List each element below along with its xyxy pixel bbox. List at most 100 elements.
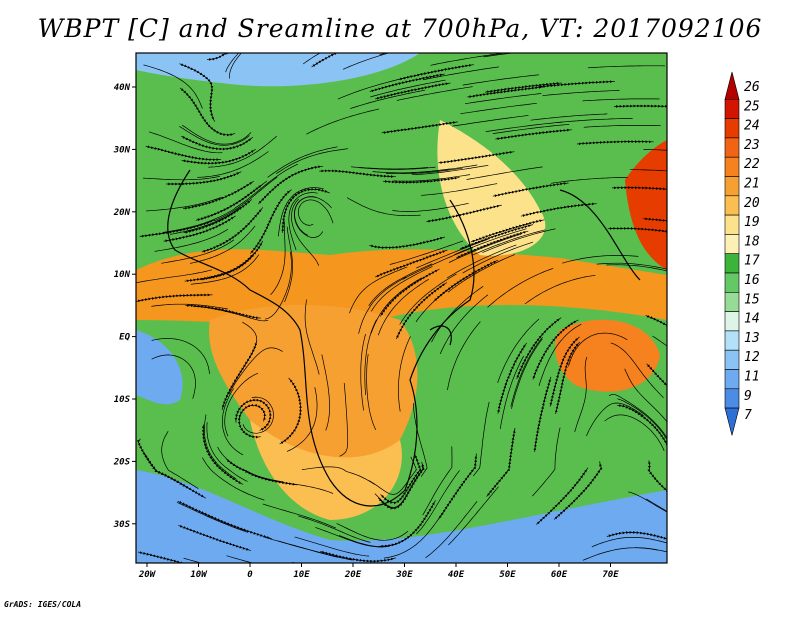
streamline: [184, 252, 255, 283]
streamline: [370, 277, 422, 334]
colorbar: 26 25 24 23 22 21 20 19 18 17 16 15 14 13 12 11 9 7: [724, 71, 760, 436]
lon-tick-label: 30E: [395, 570, 413, 580]
streamline: [279, 377, 302, 445]
streamline: [270, 221, 286, 296]
streamline: [380, 268, 440, 317]
colorbar-label: 14: [744, 312, 760, 327]
streamline: [389, 240, 464, 265]
streamline: [537, 80, 615, 89]
streamline: [380, 452, 422, 505]
streamline: [229, 53, 242, 79]
colorbar-label: 16: [744, 273, 760, 288]
streamline: [286, 387, 318, 452]
field-region-tropical-atlantic: [136, 330, 183, 405]
streamline: [320, 550, 396, 563]
streamline: [532, 427, 561, 497]
streamline: [533, 376, 552, 453]
colorbar-label: 13: [744, 331, 760, 346]
streamline: [264, 251, 292, 320]
streamline: [284, 226, 293, 303]
colorbar-label: 11: [744, 370, 760, 385]
colorbar-label: 9: [744, 389, 752, 404]
streamline: [258, 165, 324, 205]
streamline: [306, 108, 379, 135]
map-panel: [136, 53, 667, 563]
streamline: [617, 403, 667, 453]
streamline: [358, 166, 436, 170]
streamline: [304, 299, 320, 375]
streamline: [606, 531, 667, 544]
field-region-central: [209, 305, 418, 482]
colorbar-label: 15: [744, 292, 760, 307]
streamline: [336, 523, 409, 541]
streamline: [315, 527, 390, 548]
colorbar-label: 21: [744, 177, 760, 192]
streamline: [467, 86, 544, 99]
streamline: [472, 229, 546, 256]
streamline: [206, 53, 271, 61]
streamline: [338, 534, 412, 547]
colorbar-swatch: [724, 272, 740, 293]
colorbar-label: 12: [744, 350, 760, 365]
streamline: [583, 125, 661, 128]
streamline: [582, 547, 658, 561]
colorbar-label: 23: [744, 138, 760, 153]
streamline: [611, 186, 667, 193]
streamline: [487, 267, 554, 308]
streamline: [383, 512, 443, 559]
streamline: [379, 53, 388, 56]
streamline: [607, 226, 667, 235]
streamline: [426, 204, 502, 223]
streamline: [646, 363, 667, 419]
colorbar-label: 17: [744, 254, 760, 269]
streamline: [460, 103, 537, 115]
colorbar-swatch: [724, 253, 740, 274]
streamline: [145, 145, 222, 162]
streamline: [339, 382, 349, 457]
streamline: [319, 169, 396, 178]
streamline: [447, 321, 481, 391]
streamline: [530, 113, 608, 121]
streamline: [369, 236, 446, 250]
streamlines: [136, 53, 667, 563]
streamline: [262, 503, 336, 529]
streamline: [321, 354, 330, 431]
streamline: [562, 255, 639, 264]
colorbar-swatch: [724, 137, 740, 158]
colorbar-label: 25: [744, 99, 760, 114]
chart-title: WBPT [C] and Sreamline at 700hPa, VT: 20…: [37, 14, 763, 43]
streamline: [179, 87, 236, 137]
streamline: [486, 427, 516, 497]
streamline: [452, 115, 529, 127]
streamline: [438, 453, 478, 520]
colorbar-swatch: [724, 234, 740, 254]
colorbar-swatch: [724, 71, 740, 100]
streamline: [366, 354, 377, 430]
streamline: [411, 164, 489, 176]
streamline: [263, 536, 338, 558]
lat-tick-label: 20S: [113, 457, 131, 467]
streamline: [226, 555, 254, 563]
lon-axis: 20W 10W 0 10E 20E 30E 40E 50E 60E 70E: [138, 563, 619, 580]
streamline: [199, 511, 272, 540]
streamline: [297, 199, 334, 226]
streamline: [382, 176, 460, 184]
colorbar-swatch: [724, 388, 740, 409]
streamline: [195, 183, 264, 222]
streamline: [438, 151, 515, 164]
streamline: [549, 336, 580, 407]
colorbar-swatch: [724, 214, 740, 235]
streamline: [179, 126, 250, 146]
streamline: [151, 354, 196, 399]
streamline: [462, 74, 540, 86]
streamline: [360, 333, 366, 411]
colorbar-swatch: [724, 176, 740, 197]
lon-tick-label: 50E: [499, 570, 516, 580]
lat-tick-label: 10S: [114, 395, 131, 405]
lat-axis: 40N 30N 20N 10N EQ 10S 20S 30S: [113, 83, 136, 530]
colorbar-swatch: [724, 407, 740, 436]
streamline: [613, 104, 667, 109]
streamline: [647, 460, 667, 513]
colorbar-label: 24: [744, 119, 760, 134]
streamline: [606, 264, 667, 272]
